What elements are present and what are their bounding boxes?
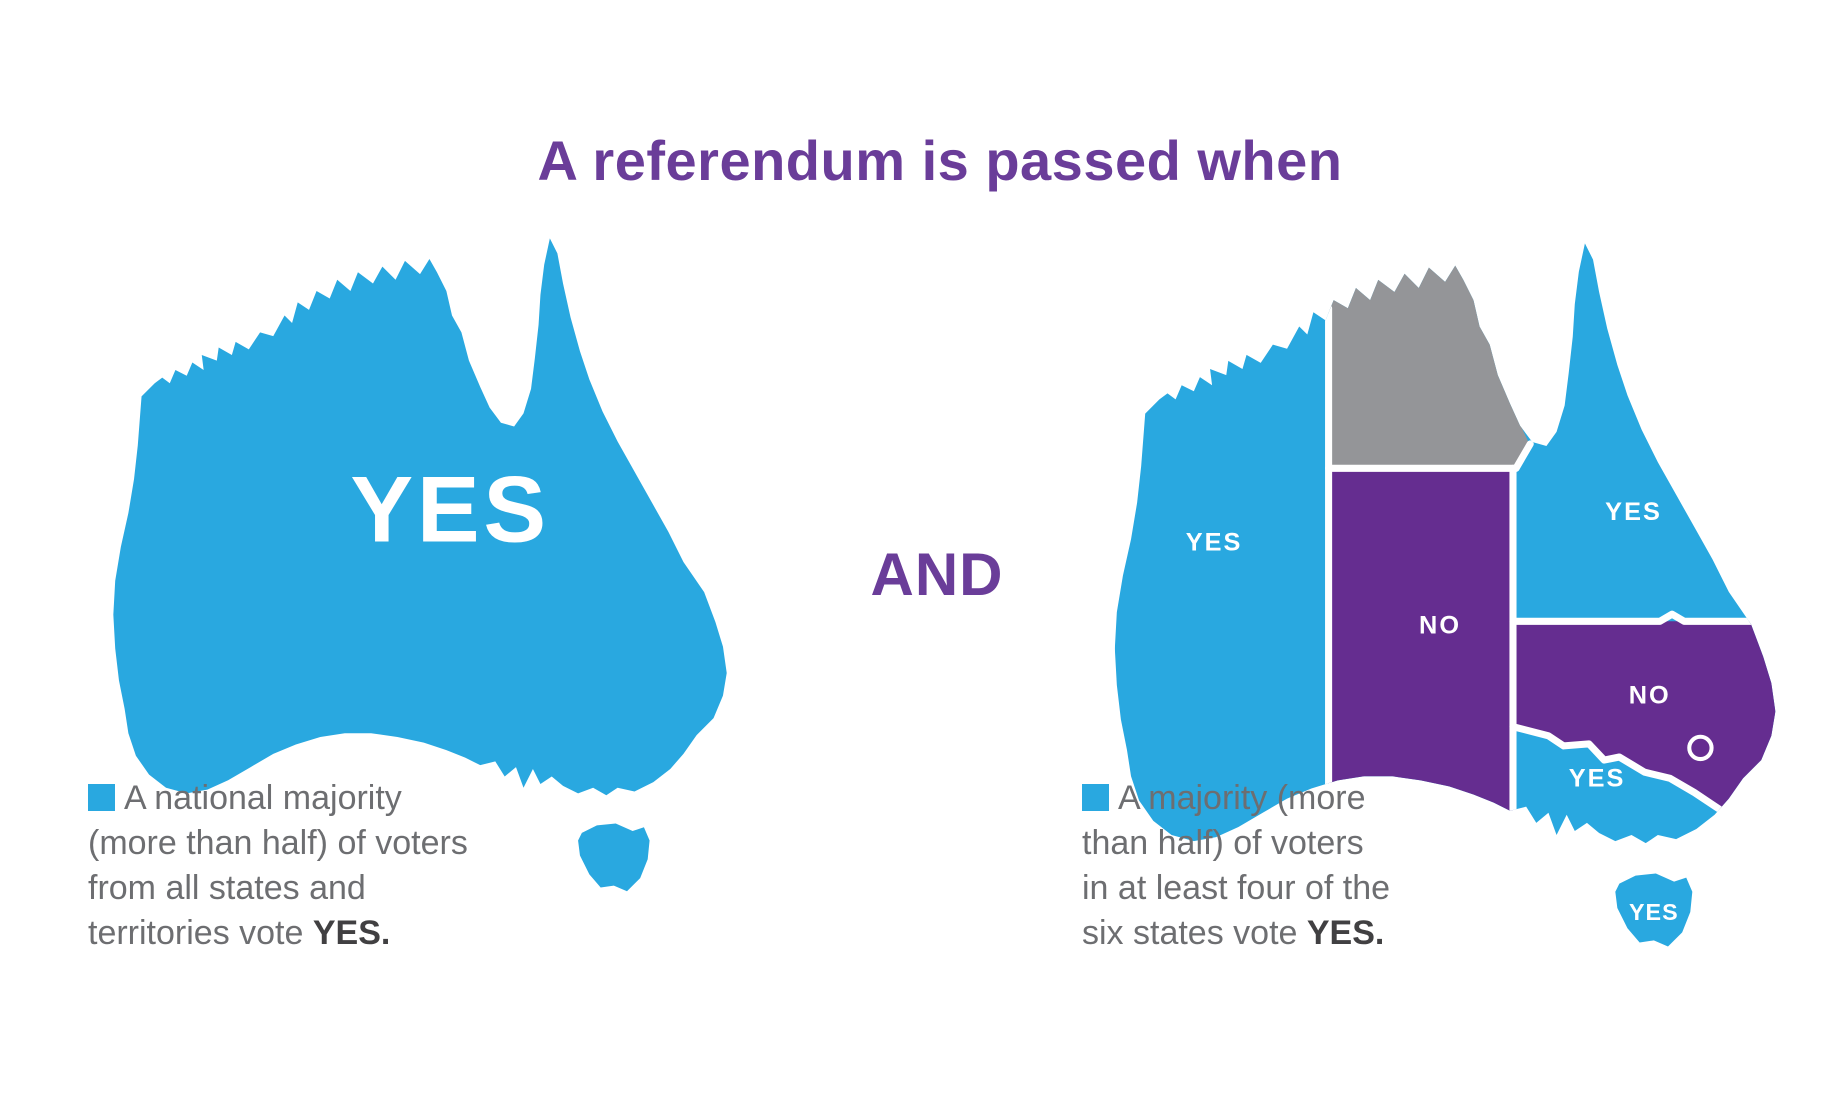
right-map-state-majority: YES YES NO NO YES YES: [1114, 243, 1776, 947]
left-map-caption: A national majority (more than half) of …: [88, 776, 588, 956]
left-map-national-majority: YES: [113, 238, 727, 892]
right-map-tasmania-shape: [1615, 873, 1693, 947]
right-map-vic-label: YES: [1569, 764, 1626, 792]
right-map-act-marker: [1687, 734, 1714, 762]
left-map-mainland-shape: [113, 238, 727, 796]
left-caption-line1: A national majority: [124, 779, 402, 817]
right-caption-bullet-icon: [1082, 784, 1109, 811]
right-map-tas-label: YES: [1629, 899, 1679, 925]
right-map-caption: A majority (more than half) of voters in…: [1082, 776, 1582, 956]
left-caption-line3: from all states and: [88, 869, 366, 907]
left-map-tasmania-shape: [578, 823, 650, 892]
right-map-state-borders: [1325, 304, 1776, 831]
left-caption-yes-bold: YES.: [312, 914, 391, 952]
right-map-wa-label: YES: [1186, 528, 1243, 556]
right-map-nsw-label: NO: [1629, 681, 1671, 709]
page-title: A referendum is passed when: [537, 129, 1343, 192]
right-map-sa-label: NO: [1419, 611, 1461, 639]
right-map-nt-shape: [1328, 243, 1531, 469]
left-caption-bullet-icon: [88, 784, 115, 811]
left-map-yes-label: YES: [350, 456, 550, 561]
right-map-qld-label: YES: [1605, 498, 1662, 526]
right-caption-line2: than half) of voters: [1082, 824, 1364, 862]
right-caption-line4: six states vote: [1082, 914, 1307, 952]
left-caption-line2: (more than half) of voters: [88, 824, 468, 862]
right-caption-yes-bold: YES.: [1306, 914, 1385, 952]
left-caption-line4: territories vote: [88, 914, 313, 952]
right-caption-line3: in at least four of the: [1082, 869, 1391, 907]
connector-and: AND: [870, 541, 1004, 608]
right-caption-line1: A majority (more: [1118, 779, 1366, 817]
